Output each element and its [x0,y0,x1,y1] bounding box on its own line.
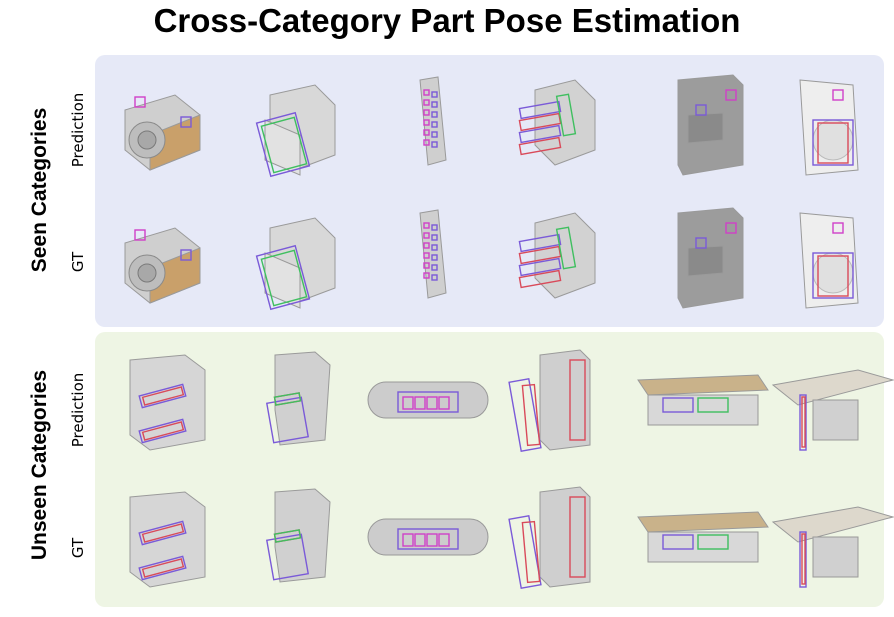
remote-control-icon-render [419,209,447,299]
washing-machine-icon-render [799,79,859,176]
remote-control-icon-render [419,76,447,166]
oven-icon-render [129,491,206,588]
figure-title: Cross-Category Part Pose Estimation [153,2,741,39]
desk-door-icon-render [771,506,894,588]
seen-categories-label: Seen Categories [28,107,51,273]
unseen-prediction-row-label: Prediction [69,372,87,448]
washing-machine-icon-render [799,212,859,309]
unseen-categories-panel [95,332,884,607]
table-drawer-icon-render [637,374,769,426]
refrigerator-icon-render [508,486,591,590]
oven-icon-render [129,354,206,451]
safe-box-icon-render [255,84,336,178]
table-drawer-icon-render [637,511,769,563]
drawer-cabinet-icon-render [518,79,596,166]
dishwasher-box-icon-render [367,518,489,556]
unseen-categories-label: Unseen Categories [28,369,51,561]
seen-gt-row-label: GT [69,251,87,273]
refrigerator-icon-render [508,349,591,453]
seen-prediction-row-label: Prediction [69,92,87,168]
camera-icon-render [124,94,201,171]
stove-icon-render [265,488,331,583]
desk-door-icon-render [771,369,894,451]
unseen-gt-row-label: GT [69,537,87,559]
coffee-machine-icon-render [677,74,744,176]
drawer-cabinet-icon-render [518,212,596,299]
stove-icon-render [265,351,331,446]
seen-categories-panel [95,55,884,327]
safe-box-icon-render [255,217,336,311]
dishwasher-box-icon-render [367,381,489,419]
coffee-machine-icon-render [677,207,744,309]
camera-icon-render [124,227,201,304]
